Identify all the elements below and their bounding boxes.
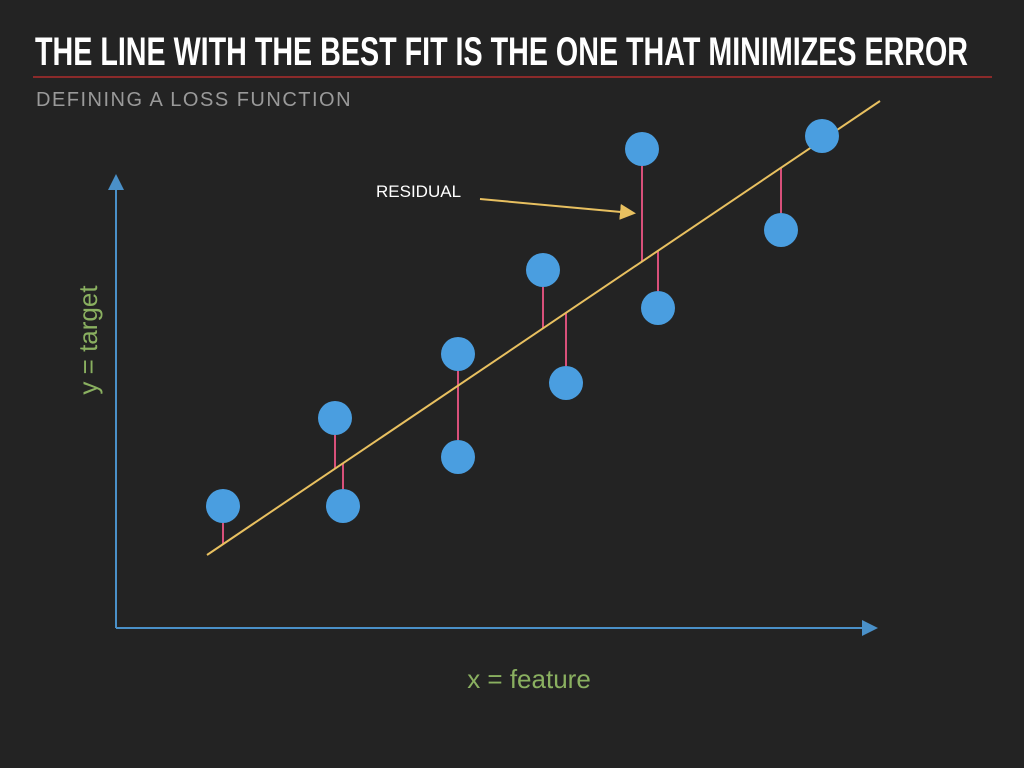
point xyxy=(526,253,560,287)
point xyxy=(326,489,360,523)
point xyxy=(625,132,659,166)
point xyxy=(641,291,675,325)
point xyxy=(318,401,352,435)
points xyxy=(206,119,839,523)
y-axis-label: y = target xyxy=(73,285,103,395)
point xyxy=(764,213,798,247)
slide-title: THE LINE WITH THE BEST FIT IS THE ONE TH… xyxy=(35,30,968,74)
point xyxy=(549,366,583,400)
slide-subtitle: DEFINING A LOSS FUNCTION xyxy=(36,89,352,111)
residuals xyxy=(222,166,782,544)
point xyxy=(441,337,475,371)
fit-line xyxy=(206,100,881,556)
point xyxy=(441,440,475,474)
x-axis-label: x = feature xyxy=(467,664,591,694)
annotation: RESIDUAL xyxy=(376,182,461,201)
point xyxy=(206,489,240,523)
point xyxy=(805,119,839,153)
annotation-arrow xyxy=(479,198,636,220)
